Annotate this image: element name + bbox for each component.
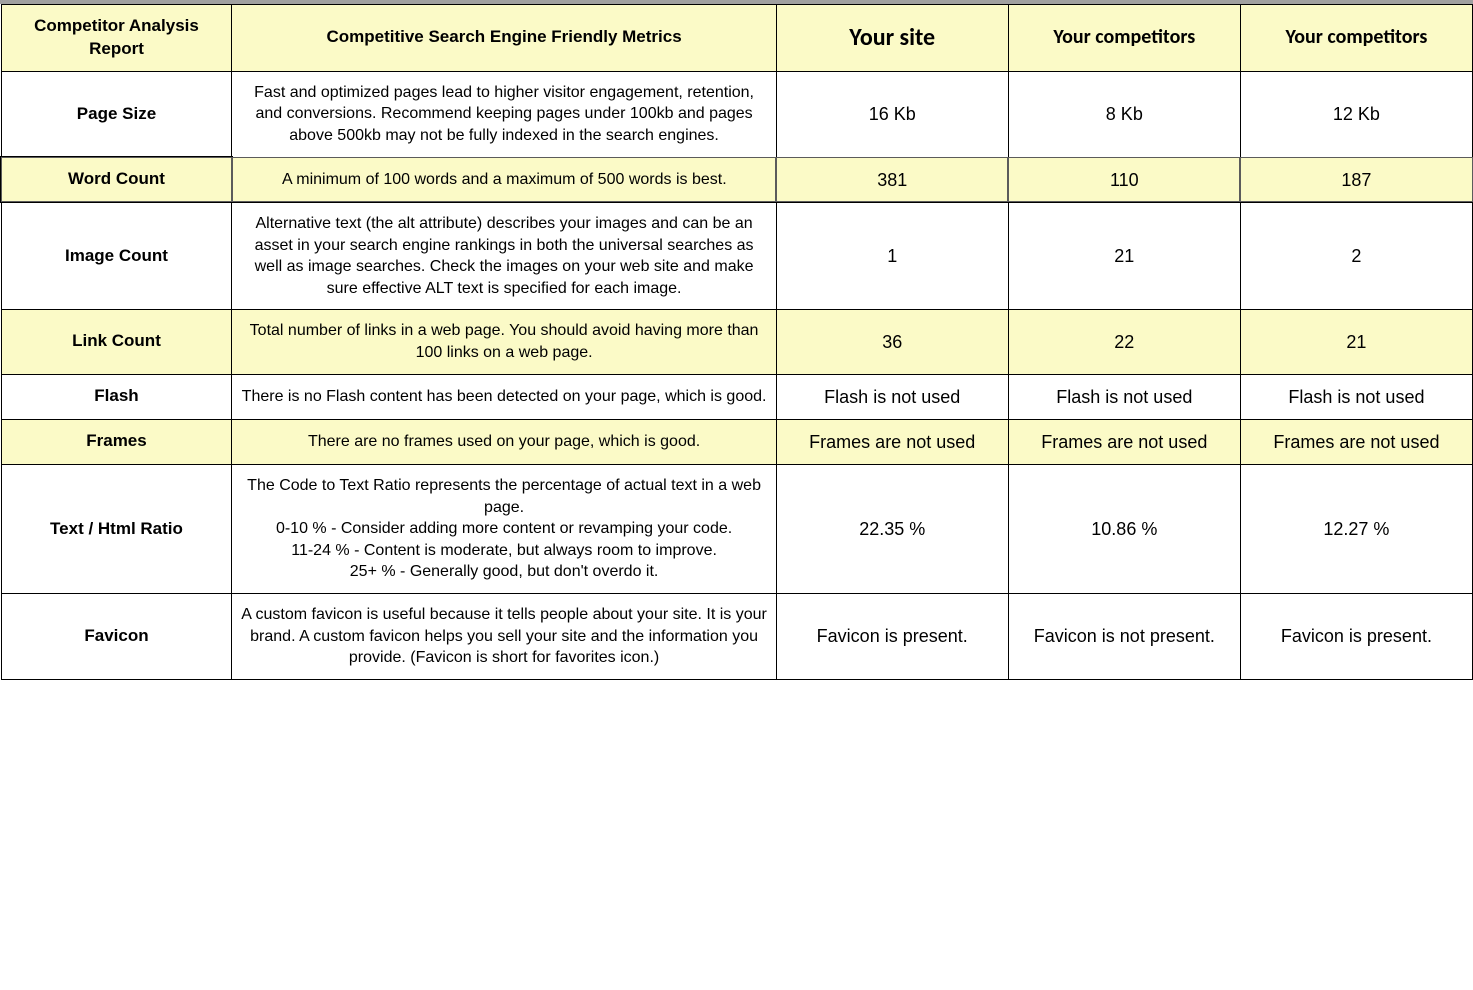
your-site-value-cell[interactable]: 381 bbox=[776, 157, 1008, 202]
your-site-value-cell[interactable]: 16 Kb bbox=[776, 71, 1008, 157]
table-row[interactable]: Link CountTotal number of links in a web… bbox=[1, 310, 1473, 374]
table-row[interactable]: FaviconA custom favicon is useful becaus… bbox=[1, 594, 1473, 680]
metric-name-cell[interactable]: Link Count bbox=[1, 310, 232, 374]
header-your-site: Your site bbox=[776, 5, 1008, 72]
competitor-value-cell[interactable]: 21 bbox=[1008, 202, 1240, 309]
competitor-value-cell[interactable]: Frames are not used bbox=[1008, 419, 1240, 464]
competitor-value-cell[interactable]: 21 bbox=[1240, 310, 1472, 374]
your-site-value-cell[interactable]: Favicon is present. bbox=[776, 594, 1008, 680]
competitor-value-cell[interactable]: 8 Kb bbox=[1008, 71, 1240, 157]
table-body: Page SizeFast and optimized pages lead t… bbox=[1, 71, 1473, 679]
metric-description-cell[interactable]: There is no Flash content has been detec… bbox=[232, 374, 776, 419]
table-row[interactable]: FramesThere are no frames used on your p… bbox=[1, 419, 1473, 464]
table-row[interactable]: Page SizeFast and optimized pages lead t… bbox=[1, 71, 1473, 157]
metric-name-cell[interactable]: Frames bbox=[1, 419, 232, 464]
table-row[interactable]: Word CountA minimum of 100 words and a m… bbox=[1, 157, 1473, 202]
metric-name-cell[interactable]: Page Size bbox=[1, 71, 232, 157]
header-competitor-1: Your competitors bbox=[1008, 5, 1240, 72]
header-row: Competitor Analysis Report Competitive S… bbox=[1, 5, 1473, 72]
metric-name-cell[interactable]: Flash bbox=[1, 374, 232, 419]
competitor-value-cell[interactable]: 110 bbox=[1008, 157, 1240, 202]
competitor-value-cell[interactable]: Flash is not used bbox=[1240, 374, 1472, 419]
competitor-value-cell[interactable]: Flash is not used bbox=[1008, 374, 1240, 419]
table-row[interactable]: FlashThere is no Flash content has been … bbox=[1, 374, 1473, 419]
competitor-value-cell[interactable]: 10.86 % bbox=[1008, 465, 1240, 594]
competitor-value-cell[interactable]: 187 bbox=[1240, 157, 1472, 202]
metric-description-cell[interactable]: A custom favicon is useful because it te… bbox=[232, 594, 776, 680]
metric-description-cell[interactable]: Fast and optimized pages lead to higher … bbox=[232, 71, 776, 157]
metric-description-cell[interactable]: The Code to Text Ratio represents the pe… bbox=[232, 465, 776, 594]
competitor-value-cell[interactable]: 12.27 % bbox=[1240, 465, 1472, 594]
metric-description-cell[interactable]: Total number of links in a web page. You… bbox=[232, 310, 776, 374]
your-site-value-cell[interactable]: 22.35 % bbox=[776, 465, 1008, 594]
header-report-title: Competitor Analysis Report bbox=[1, 5, 232, 72]
competitor-value-cell[interactable]: 2 bbox=[1240, 202, 1472, 309]
competitor-value-cell[interactable]: Favicon is present. bbox=[1240, 594, 1472, 680]
metric-name-cell[interactable]: Favicon bbox=[1, 594, 232, 680]
competitor-value-cell[interactable]: 22 bbox=[1008, 310, 1240, 374]
metric-description-cell[interactable]: Alternative text (the alt attribute) des… bbox=[232, 202, 776, 309]
your-site-value-cell[interactable]: Frames are not used bbox=[776, 419, 1008, 464]
your-site-value-cell[interactable]: 1 bbox=[776, 202, 1008, 309]
competitor-analysis-table: Competitor Analysis Report Competitive S… bbox=[0, 4, 1473, 680]
competitor-value-cell[interactable]: Favicon is not present. bbox=[1008, 594, 1240, 680]
metric-name-cell[interactable]: Text / Html Ratio bbox=[1, 465, 232, 594]
metric-description-cell[interactable]: A minimum of 100 words and a maximum of … bbox=[232, 157, 776, 202]
header-competitor-2: Your competitors bbox=[1240, 5, 1472, 72]
metric-name-cell[interactable]: Image Count bbox=[1, 202, 232, 309]
table-row[interactable]: Image CountAlternative text (the alt att… bbox=[1, 202, 1473, 309]
table-row[interactable]: Text / Html RatioThe Code to Text Ratio … bbox=[1, 465, 1473, 594]
header-metrics-title: Competitive Search Engine Friendly Metri… bbox=[232, 5, 776, 72]
your-site-value-cell[interactable]: Flash is not used bbox=[776, 374, 1008, 419]
competitor-value-cell[interactable]: Frames are not used bbox=[1240, 419, 1472, 464]
metric-name-cell[interactable]: Word Count bbox=[1, 157, 232, 202]
your-site-value-cell[interactable]: 36 bbox=[776, 310, 1008, 374]
metric-description-cell[interactable]: There are no frames used on your page, w… bbox=[232, 419, 776, 464]
competitor-value-cell[interactable]: 12 Kb bbox=[1240, 71, 1472, 157]
